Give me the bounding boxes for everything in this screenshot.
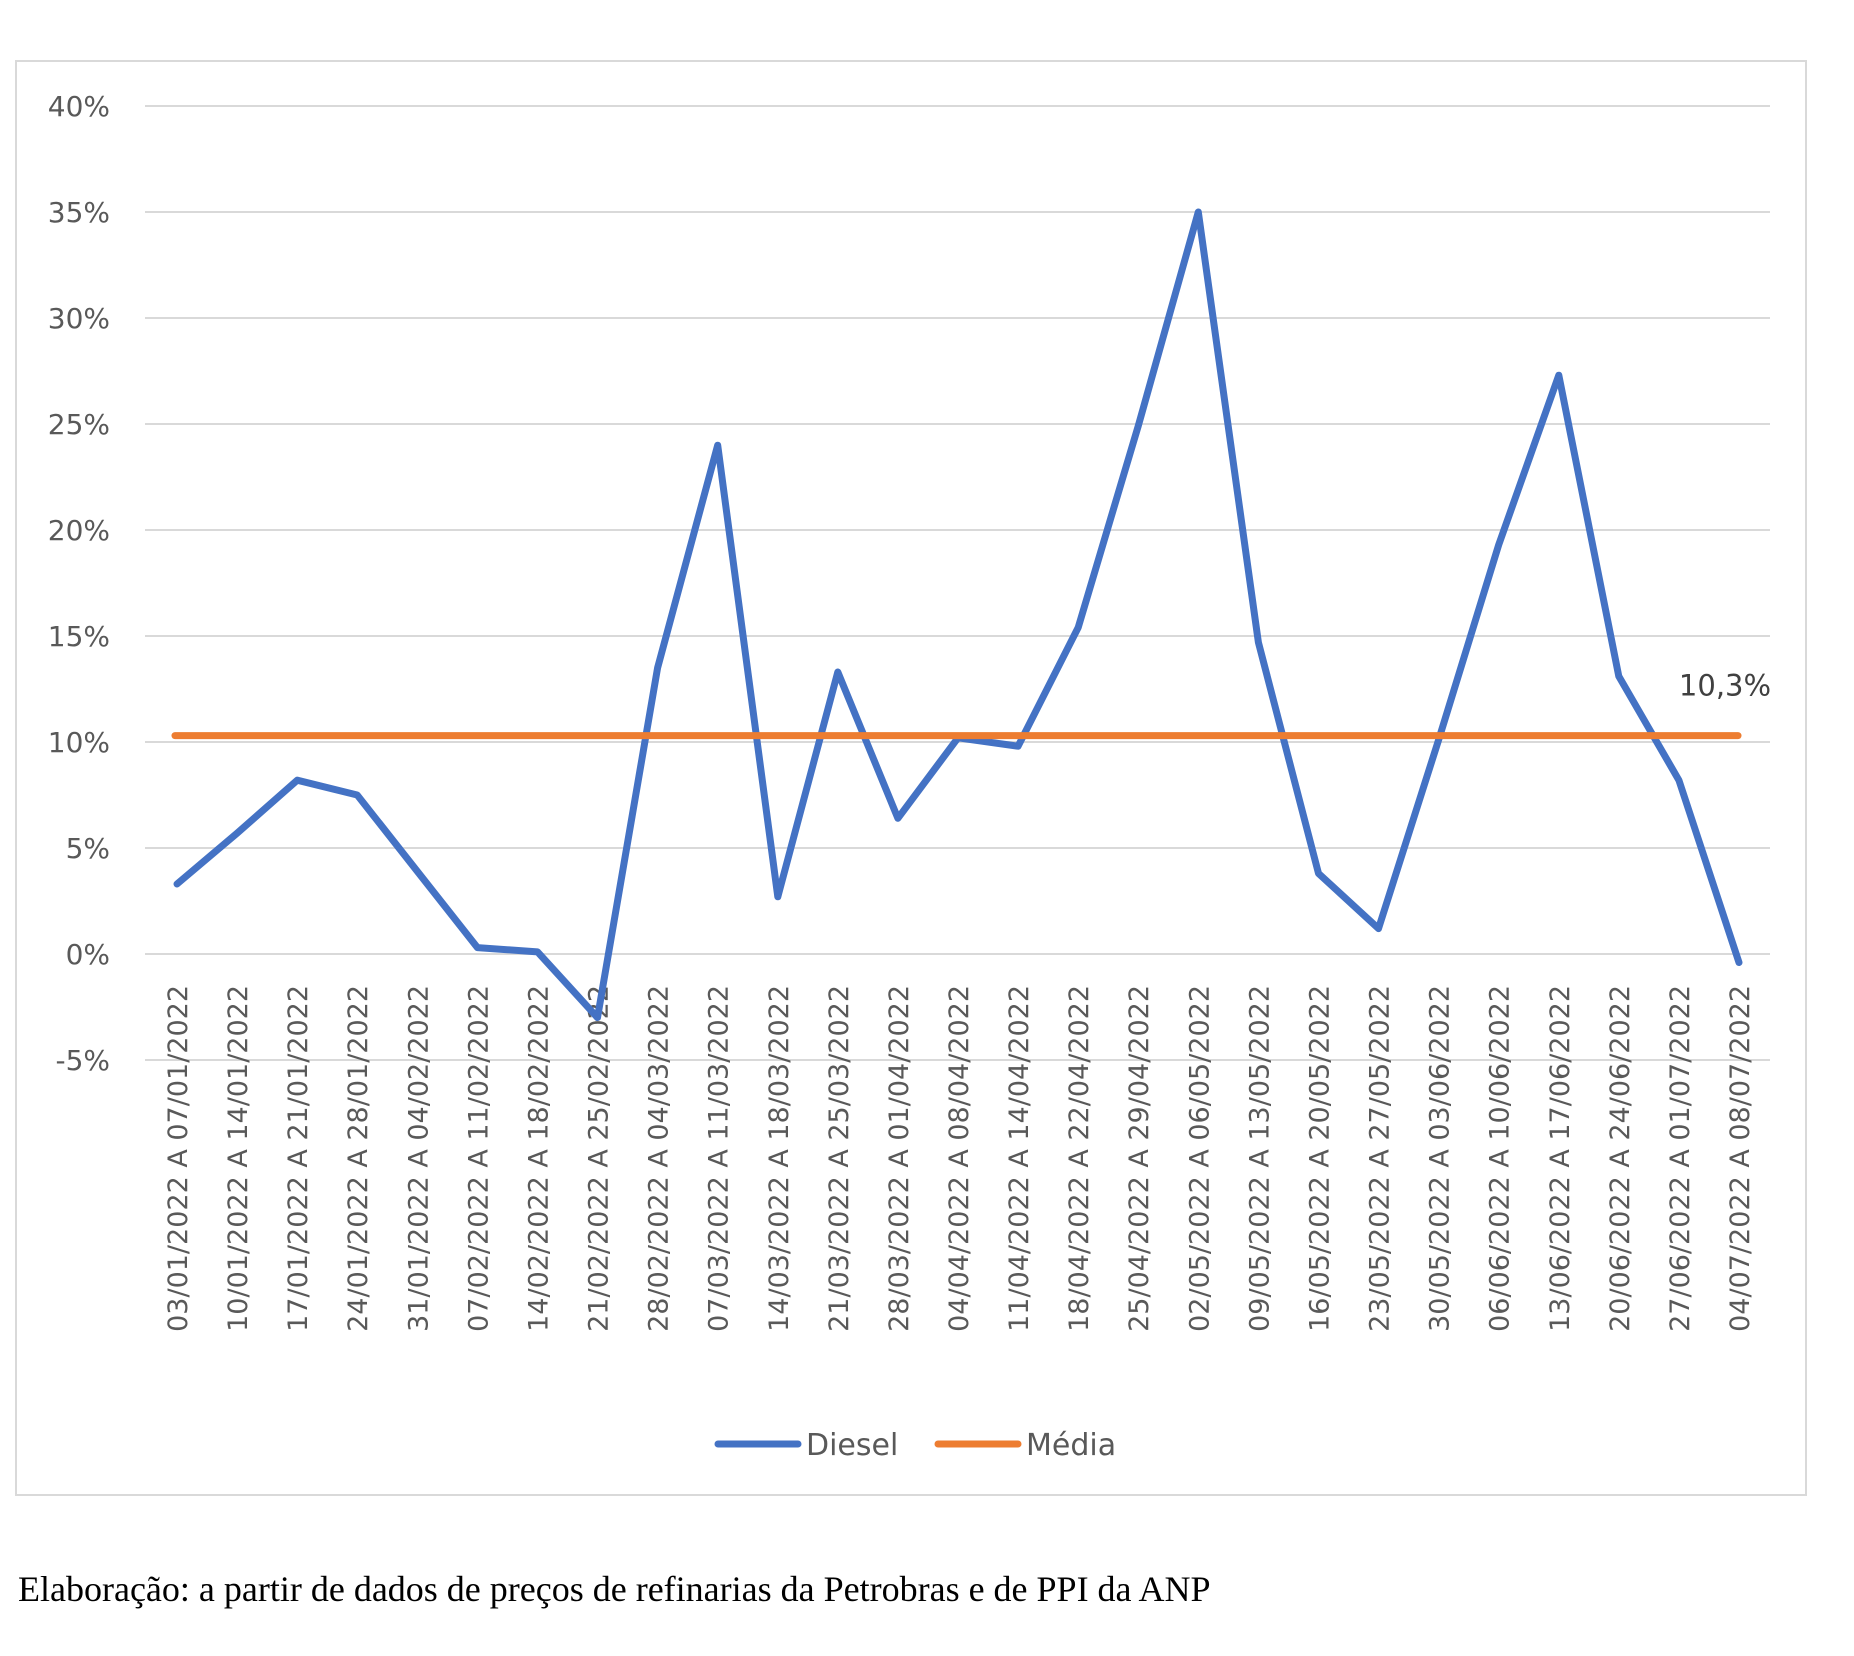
x-axis-tick-labels: 03/01/2022 A 07/01/2022 10/01/2022 A 14/0… <box>163 985 1756 1332</box>
y-tick-label: 30% <box>48 302 110 335</box>
x-tick-label: 16/05/2022 A 20/05/2022 <box>1304 985 1335 1332</box>
media-data-label: 10,3% <box>1679 669 1771 703</box>
legend-label-media: Média <box>1026 1428 1116 1463</box>
x-tick-label: 07/02/2022 A 11/02/2022 <box>463 985 494 1332</box>
series-lines <box>171 208 1743 1022</box>
x-tick-label: 27/06/2022 A 01/07/2022 <box>1665 985 1696 1332</box>
x-tick-label: 17/01/2022 A 21/01/2022 <box>283 985 314 1332</box>
x-tick-label: 24/01/2022 A 28/01/2022 <box>343 985 374 1332</box>
x-tick-label: 04/07/2022 A 08/07/2022 <box>1725 985 1756 1332</box>
gridlines <box>145 105 1770 1061</box>
x-tick-label: 02/05/2022 A 06/05/2022 <box>1184 985 1215 1332</box>
x-tick-label: 23/05/2022 A 27/05/2022 <box>1365 985 1396 1332</box>
data-labels: 10,3% <box>1679 669 1771 703</box>
x-tick-label: 03/01/2022 A 07/01/2022 <box>163 985 194 1332</box>
x-tick-label: 25/04/2022 A 29/04/2022 <box>1124 985 1155 1332</box>
y-tick-label: 0% <box>66 938 110 971</box>
legend-label-diesel: Diesel <box>806 1428 898 1463</box>
x-tick-label: 30/05/2022 A 03/06/2022 <box>1425 985 1456 1332</box>
x-tick-label: 21/02/2022 A 25/02/2022 <box>584 985 615 1332</box>
x-tick-label: 04/04/2022 A 08/04/2022 <box>944 985 975 1332</box>
x-tick-label: 21/03/2022 A 25/03/2022 <box>824 985 855 1332</box>
series-line-diesel <box>173 208 1743 1022</box>
source-caption: Elaboração: a partir de dados de preços … <box>18 1569 1211 1609</box>
x-tick-label: 09/05/2022 A 13/05/2022 <box>1244 985 1275 1332</box>
x-tick-label: 06/06/2022 A 10/06/2022 <box>1485 985 1516 1332</box>
line-chart: 40% 35% 30% 25% 20% 15% 10% 5% 0% -5% 03/01/2022 … <box>48 90 1771 1463</box>
y-axis-tick-labels: 40% 35% 30% 25% 20% 15% 10% 5% 0% -5% <box>48 90 110 1077</box>
legend: Diesel Média <box>714 1428 1116 1463</box>
chart-area <box>15 60 1807 1496</box>
x-tick-label: 20/06/2022 A 24/06/2022 <box>1605 985 1636 1332</box>
x-tick-label: 11/04/2022 A 14/04/2022 <box>1004 985 1035 1332</box>
x-tick-label: 13/06/2022 A 17/06/2022 <box>1545 985 1576 1332</box>
x-tick-label: 14/03/2022 A 18/03/2022 <box>764 985 795 1332</box>
x-tick-label: 07/03/2022 A 11/03/2022 <box>704 985 735 1332</box>
x-tick-label: 28/02/2022 A 04/03/2022 <box>644 985 675 1332</box>
y-tick-label: 5% <box>66 832 110 865</box>
y-tick-label: 10% <box>48 726 110 759</box>
x-tick-label: 18/04/2022 A 22/04/2022 <box>1064 985 1095 1332</box>
x-tick-label: 28/03/2022 A 01/04/2022 <box>884 985 915 1332</box>
x-tick-label: 10/01/2022 A 14/01/2022 <box>223 985 254 1332</box>
y-tick-label: 35% <box>48 196 110 229</box>
y-tick-label: 20% <box>48 514 110 547</box>
y-tick-label: 15% <box>48 620 110 653</box>
y-tick-label: -5% <box>55 1044 110 1077</box>
y-tick-label: 40% <box>48 90 110 123</box>
y-tick-label: 25% <box>48 408 110 441</box>
x-tick-label: 31/01/2022 A 04/02/2022 <box>403 985 434 1332</box>
x-tick-label: 14/02/2022 A 18/02/2022 <box>523 985 554 1332</box>
